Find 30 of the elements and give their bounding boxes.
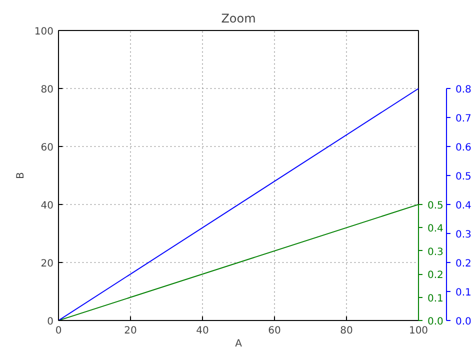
y-tick-label: 100	[34, 26, 54, 38]
y2-tick-label: 0.3	[428, 246, 444, 258]
y3-tick-label: 0.1	[456, 288, 472, 298]
y-tick-label: 0	[47, 316, 54, 328]
y-tick-label: 60	[40, 142, 54, 154]
chart-title: Zoom	[221, 12, 256, 26]
y-axis-title: B	[15, 172, 26, 179]
y3-tick-label: 0.6	[456, 142, 472, 154]
y2-tick-label: 0.2	[428, 270, 444, 282]
y2-tick-label: 0.1	[428, 293, 444, 304]
x-tick-label: 40	[196, 326, 209, 336]
x-tick-label: 80	[340, 326, 353, 336]
x-tick-label: 0	[55, 326, 62, 336]
y2-tick-label: 0.0	[428, 316, 444, 328]
y3-tick-label: 0.5	[456, 172, 472, 182]
y2-tick-label: 0.5	[428, 200, 444, 212]
y3-tick-label: 0.8	[456, 84, 472, 96]
y3-tick-label: 0.2	[456, 258, 472, 270]
y3-tick-label: 0.7	[456, 114, 472, 124]
y3-tick-label: 0.3	[456, 230, 472, 240]
x-tick-label: 20	[124, 326, 137, 336]
y3-tick-label: 0.0	[456, 316, 472, 328]
y-tick-label: 40	[40, 200, 54, 212]
y2-tick-label: 0.4	[428, 224, 444, 235]
x-axis-title: A	[235, 338, 242, 350]
y3-tick-label: 0.4	[456, 200, 472, 212]
x-tick-label: 60	[268, 326, 281, 336]
y-tick-label: 80	[40, 84, 54, 96]
x-tick-label: 100	[408, 326, 428, 336]
y-tick-label: 20	[40, 258, 54, 270]
